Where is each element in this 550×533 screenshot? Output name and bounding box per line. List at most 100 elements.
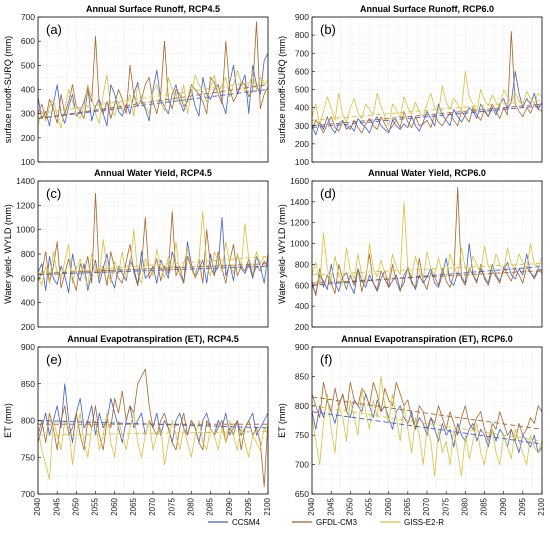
y-tick-label: 1400 [16,176,35,186]
y-tick-label: 800 [21,249,35,259]
series-line-giss-e2-r [37,210,269,287]
y-axis-label: ET (mm) [277,403,287,438]
x-tick-label: 2075 [167,497,176,515]
series-line-giss-e2-r [37,412,269,480]
y-tick-label: 300 [21,109,35,119]
series-line-gfdl-cm3 [37,368,269,488]
y-axis-label: ET (mm) [3,403,13,438]
series-line-giss-e2-r [311,71,543,127]
trend-line-ccsm4 [311,411,543,445]
trend-line-gfdl-cm3 [37,84,269,119]
y-tick-label: 400 [295,301,309,311]
panel-label: (b) [320,22,336,37]
x-tick-label: 2050 [71,497,80,515]
chart-panel-6: 650 700 750 800 850 900 2040 2045 2050 2055 2060 20… [277,334,546,516]
trend-line-giss-e2-r [311,405,543,442]
panel-label: (c) [46,186,61,201]
y-tick-label: 200 [295,139,309,149]
trend-line-giss-e2-r [311,99,543,121]
y-tick-label: 600 [21,273,35,283]
x-tick-label: 2065 [129,497,138,515]
y-tick-label: 850 [295,371,309,381]
trend-line-ccsm4 [311,105,543,129]
x-tick-label: 2040 [307,497,316,515]
chart-title: Annual Water Yield, RCP4.5 [94,168,212,178]
series-line-giss-e2-r [37,69,269,129]
series-line-gfdl-cm3 [311,186,543,297]
x-tick-label: 2070 [422,497,431,515]
series-line-gfdl-cm3 [37,192,269,291]
y-tick-label: 800 [295,30,309,40]
y-tick-label: 1600 [290,176,309,186]
trend-line-ccsm4 [37,265,269,276]
x-tick-label: 2085 [480,497,489,515]
y-tick-label: 1000 [290,239,309,249]
y-tick-label: 600 [295,280,309,290]
panel-label: (f) [320,352,332,367]
y-tick-label: 500 [295,85,309,95]
chart-panel-1: 100 200 300 400 500 600 700 Annual Surface Runo… [3,4,269,167]
trend-line-giss-e2-r [311,262,543,276]
x-tick-label: 2090 [499,497,508,515]
panel-label: (e) [46,352,62,367]
chart-panel-5: 700 750 800 850 900 2040 2045 2050 2055 2060 2065 2… [3,334,272,516]
y-axis-label: Water yield- WYLD (mm) [3,204,13,304]
trend-line-ccsm4 [37,89,269,119]
y-tick-label: 600 [21,36,35,46]
x-tick-label: 2050 [345,497,354,515]
x-tick-label: 2100 [263,497,272,515]
chart-title: Annual Evapotranspiration (ET), RCP6.0 [341,334,513,344]
y-tick-label: 750 [295,430,309,440]
y-tick-label: 700 [21,489,35,499]
x-tick-label: 2090 [225,497,234,515]
y-tick-label: 700 [295,48,309,58]
chart-title: Annual Surface Runoff, RCP6.0 [360,4,494,14]
trend-line-gfdl-cm3 [311,103,543,127]
panel-label: (d) [320,186,336,201]
trend-line-giss-e2-r [37,255,269,274]
y-tick-label: 300 [295,121,309,131]
series-line-ccsm4 [311,71,543,136]
chart-panel-4: 200 400 600 800 1000 1200 1400 1600 Annual Water… [277,168,543,332]
trend-line-ccsm4 [311,266,543,286]
x-tick-label: 2045 [52,497,61,515]
y-tick-label: 1400 [290,197,309,207]
y-tick-label: 700 [295,460,309,470]
y-tick-label: 1000 [16,225,35,235]
x-tick-label: 2085 [206,497,215,515]
legend-label-ccsm4: CCSM4 [232,518,261,527]
y-axis-label: surface runoff-SURQ (mm) [3,36,13,143]
trend-line-giss-e2-r [37,431,269,436]
y-tick-label: 750 [21,452,35,462]
chart-title: Annual Surface Runoff, RCP4.5 [86,4,220,14]
y-tick-label: 400 [295,103,309,113]
x-tick-label: 2080 [460,497,469,515]
y-tick-label: 650 [295,489,309,499]
y-tick-label: 850 [21,379,35,389]
y-axis-label: Water yield- WYLD (mm) [277,204,287,304]
trend-line-gfdl-cm3 [37,263,269,274]
panel-label: (a) [46,22,62,37]
y-tick-label: 500 [21,60,35,70]
chart-panel-3: 200 400 600 800 1000 1200 1400 Annual Water Yie… [3,168,269,332]
x-tick-label: 2060 [110,497,119,515]
trend-line-giss-e2-r [37,79,269,115]
chart-panel-2: 100 200 300 400 500 600 700 800 900 Annual Surfac… [277,4,543,167]
y-tick-label: 200 [21,322,35,332]
y-tick-label: 400 [21,298,35,308]
x-tick-label: 2100 [537,497,546,515]
x-tick-label: 2045 [326,497,335,515]
x-tick-label: 2095 [244,497,253,515]
legend-label-giss: GISS-E2-R [404,518,444,527]
legend-label-gfdl: GFDL-CM3 [316,518,357,527]
y-tick-label: 1200 [16,200,35,210]
y-axis-label: surface runoff-SURQ (mm) [277,36,287,143]
y-tick-label: 700 [21,12,35,22]
y-tick-label: 100 [21,157,35,167]
plot-frame [311,180,543,328]
x-tick-label: 2055 [91,497,100,515]
y-tick-label: 800 [295,401,309,411]
series-line-ccsm4 [37,53,269,127]
trend-line-gfdl-cm3 [311,396,543,430]
